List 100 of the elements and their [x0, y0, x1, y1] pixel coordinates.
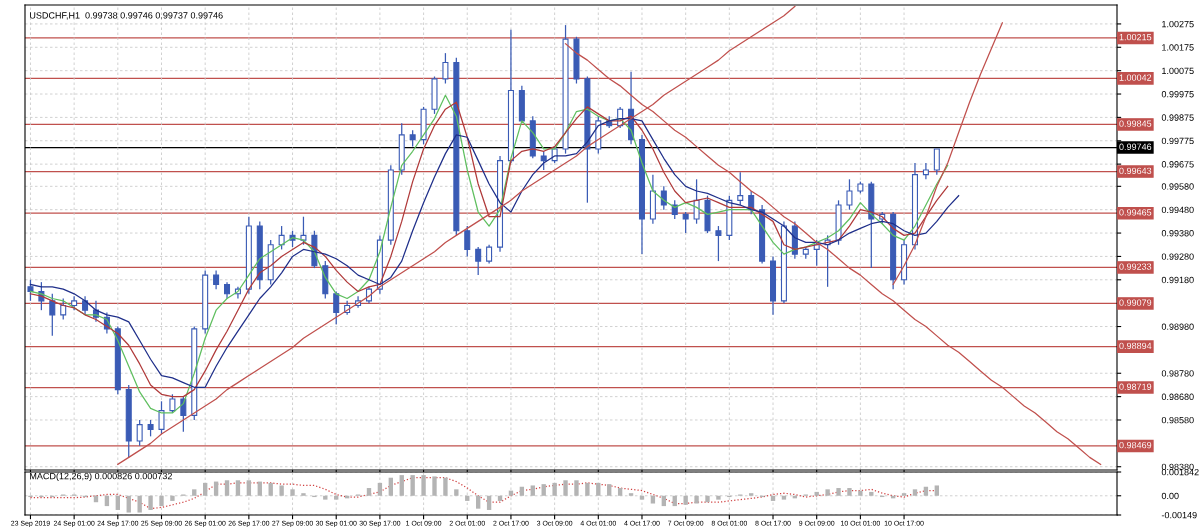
bar	[213, 481, 219, 496]
y-tick-label: 0.98380	[1161, 463, 1194, 471]
chart-title: MACD(12,26,9) 0.000826 0.000732	[30, 472, 172, 482]
y-tick-label: -0.00149	[1161, 511, 1197, 519]
y-tick-label: 0.99875	[1161, 114, 1194, 121]
ref-line-label: 1.00042	[1119, 74, 1152, 81]
y-tick-label: 0.99380	[1161, 230, 1194, 237]
candlestick	[27, 279, 34, 302]
y-tick-label: 0.98780	[1161, 370, 1194, 377]
bar	[639, 495, 645, 500]
bar	[530, 485, 535, 496]
y-tick-label: 0.98580	[1161, 416, 1194, 424]
bar	[148, 495, 153, 510]
bar	[115, 495, 120, 510]
candlestick	[737, 171, 744, 206]
bar	[137, 495, 142, 513]
ref-line-label: 0.98894	[1119, 342, 1152, 350]
y-tick-label: 1.00275	[1162, 20, 1194, 28]
candlestick	[82, 295, 89, 316]
bar	[628, 493, 634, 496]
candlestick	[464, 225, 471, 258]
bar	[934, 485, 939, 496]
candlestick	[715, 225, 722, 262]
y-tick-label: 1.00075	[1162, 67, 1194, 75]
y-tick-label: 0.99480	[1161, 206, 1194, 214]
bar	[781, 495, 787, 500]
bar	[486, 495, 492, 510]
bar	[585, 482, 590, 496]
candlestick	[49, 293, 56, 337]
y-tick-label: 0.99775	[1161, 137, 1194, 145]
candlestick	[136, 419, 143, 447]
y-tick-label: 0.99580	[1161, 183, 1194, 190]
bar	[268, 482, 273, 496]
bar	[377, 482, 383, 496]
candlestick	[693, 178, 700, 225]
ref-line-label: 1.00215	[1119, 33, 1152, 41]
bar	[683, 495, 688, 505]
bar	[825, 489, 830, 496]
bar	[847, 488, 852, 496]
candlestick	[540, 150, 547, 171]
bar	[705, 495, 710, 503]
candlestick	[486, 244, 493, 265]
bar	[410, 475, 415, 496]
bar	[836, 488, 841, 496]
bar	[301, 493, 306, 496]
bar	[203, 482, 208, 496]
bar	[716, 495, 721, 500]
y-tick-label: 0.99675	[1161, 161, 1194, 168]
y-tick-label: 0.98680	[1161, 393, 1194, 400]
ref-line-label: 0.98719	[1119, 383, 1152, 390]
candlestick	[213, 269, 220, 290]
bar	[246, 480, 252, 496]
bar	[421, 475, 426, 496]
ref-line-label: 0.99746	[1119, 143, 1152, 150]
ref-line-label: 0.99643	[1119, 167, 1152, 175]
bar	[334, 495, 339, 500]
bar	[901, 493, 907, 496]
bar	[749, 493, 754, 496]
bar	[192, 489, 197, 496]
bar	[574, 480, 579, 496]
bar	[563, 480, 568, 496]
ref-line-label: 0.99845	[1119, 120, 1152, 127]
bar	[912, 489, 918, 496]
y-tick-label: 0.99280	[1161, 253, 1194, 260]
bar	[388, 477, 393, 496]
candlestick	[846, 178, 853, 211]
candlestick	[442, 52, 449, 85]
bar	[126, 495, 131, 513]
bar	[650, 495, 656, 504]
y-tick-label: 0.00	[1161, 492, 1179, 500]
bar	[159, 495, 164, 507]
candlestick	[300, 216, 307, 246]
bar	[443, 477, 448, 496]
bar	[323, 495, 328, 500]
candlestick	[158, 400, 165, 435]
bar	[290, 489, 295, 496]
y-tick-label: 0.99180	[1161, 276, 1194, 284]
candlestick	[169, 393, 176, 414]
candlestick	[933, 148, 940, 176]
bar	[399, 475, 404, 496]
bar	[869, 491, 874, 496]
bar	[617, 488, 623, 496]
bar	[170, 495, 175, 501]
text: USDCHF,H1 0.99738 0.99746 0.99737 0.99746	[30, 12, 223, 20]
candlestick	[475, 246, 482, 276]
candlestick	[180, 396, 187, 433]
y-tick-label: 0.001842	[1161, 468, 1199, 476]
bar	[552, 482, 557, 496]
candlestick	[682, 211, 689, 234]
ref-line-label: 0.98469	[1119, 441, 1152, 449]
bar	[235, 480, 241, 496]
bar	[476, 495, 481, 509]
bar	[923, 486, 929, 496]
bar	[541, 484, 546, 496]
bar	[519, 486, 525, 496]
bar	[257, 481, 262, 496]
bar	[607, 484, 612, 496]
bar	[224, 480, 230, 496]
bar	[454, 489, 459, 496]
ref-line-label: 0.99233	[1119, 263, 1152, 270]
